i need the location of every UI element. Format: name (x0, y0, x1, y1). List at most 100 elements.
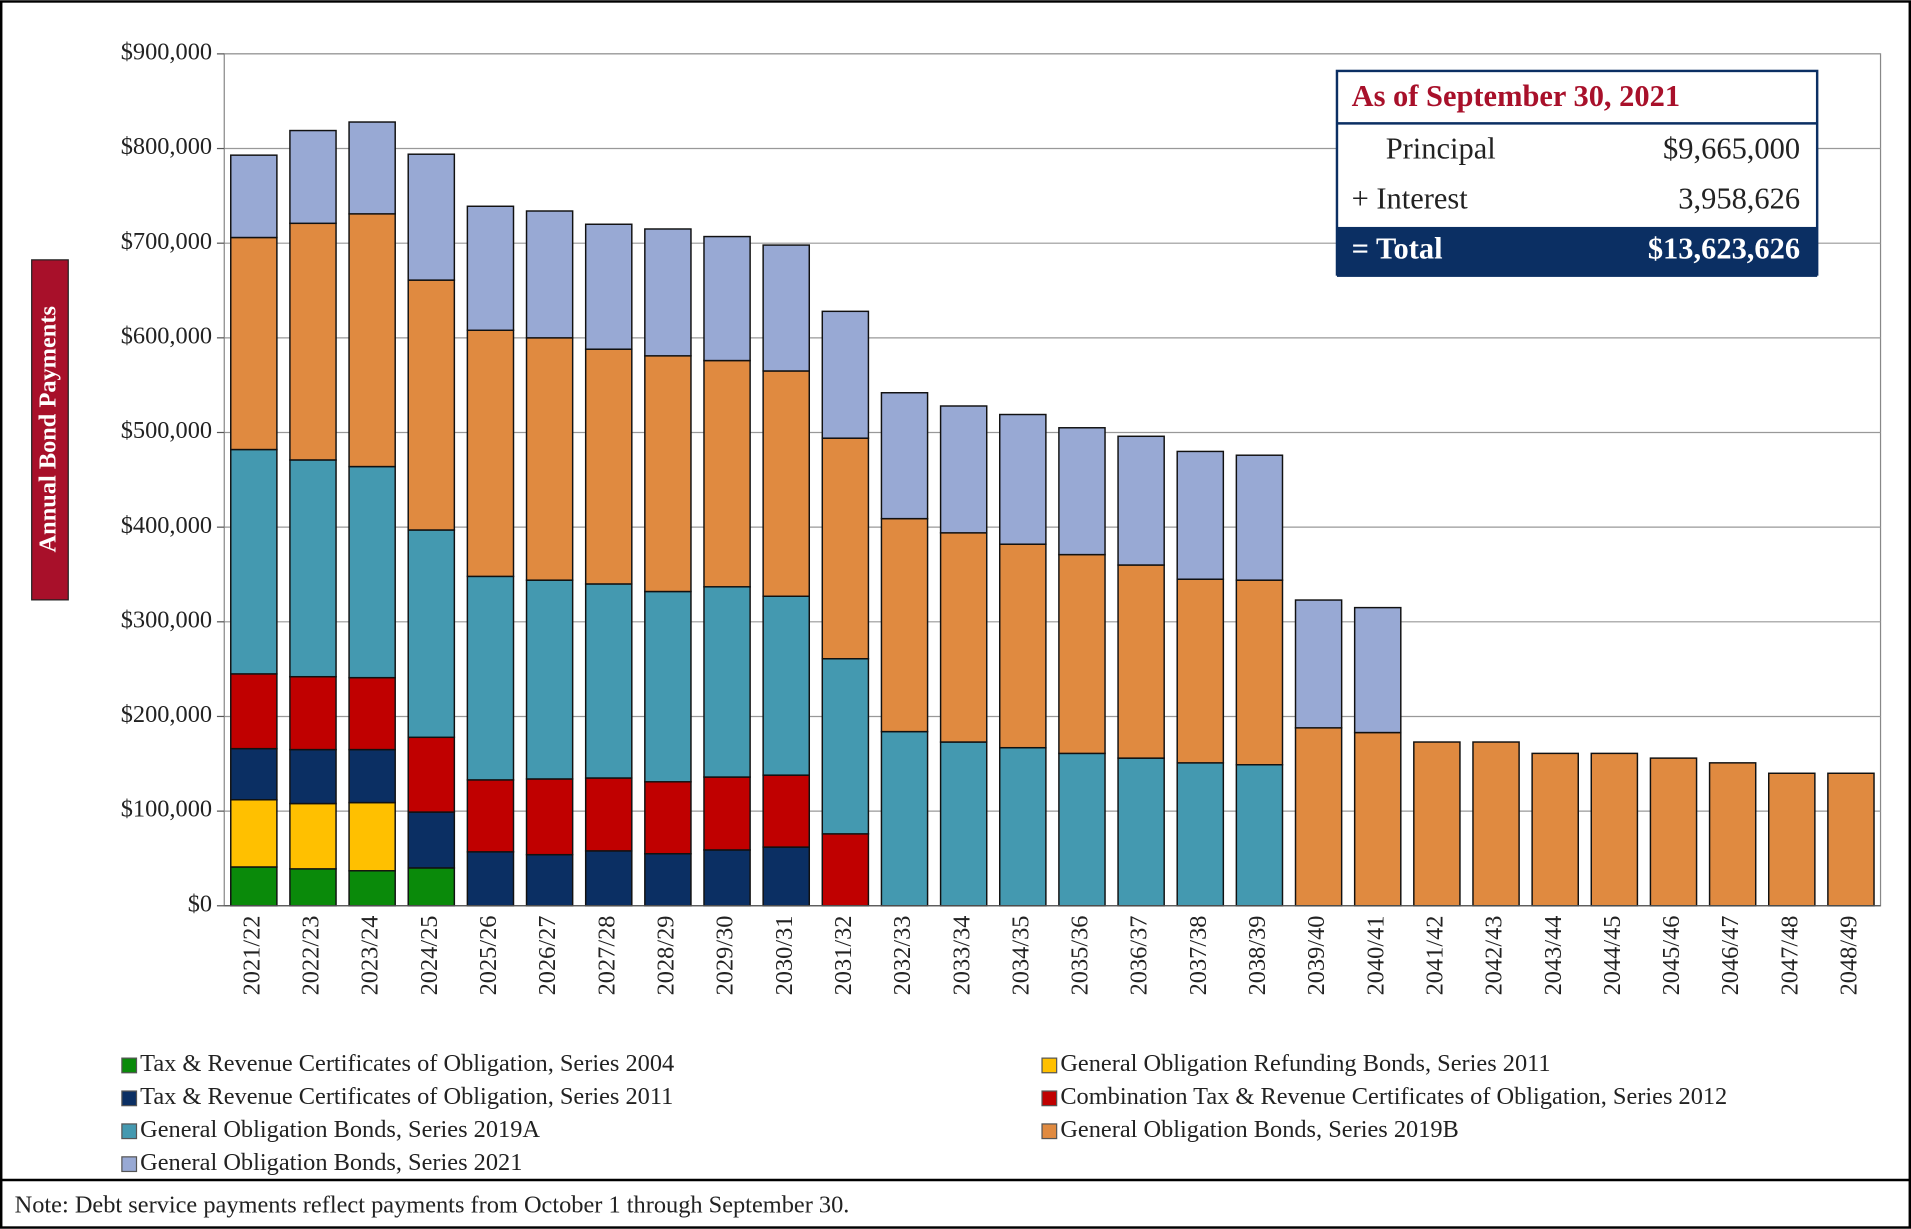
bar-segment (1649, 757, 1698, 907)
bar-segment (762, 595, 811, 776)
bar-segment (230, 236, 278, 451)
legend: Tax & Revenue Certificates of Obligation… (121, 1050, 1727, 1176)
bar-segment (1353, 731, 1402, 907)
bar-segment (289, 868, 337, 907)
x-tick-label: 2028/29 (652, 916, 679, 996)
summary-total-band (1336, 226, 1818, 277)
bar-segment (1472, 741, 1520, 907)
legend-label: General Obligation Bonds, Series 2019A (140, 1116, 540, 1143)
bar-segment (880, 517, 929, 733)
bar-segment (762, 244, 811, 372)
x-tick-label: 2023/24 (357, 916, 384, 996)
bar-segment (1531, 752, 1579, 907)
bar-segment (525, 579, 574, 780)
bar-segment (703, 235, 751, 362)
bar-segment (762, 370, 811, 597)
bar-segment (584, 583, 633, 779)
bar-segment (525, 337, 574, 581)
y-tick-label: $300,000 (121, 606, 212, 633)
bar-segment (1413, 741, 1461, 907)
bar-segment (525, 778, 574, 856)
bar-segment (348, 870, 396, 907)
bar-segment (407, 279, 456, 531)
x-tick-label: 2041/42 (1421, 916, 1448, 996)
bar-segment (407, 153, 456, 281)
x-tick-label: 2037/38 (1185, 916, 1212, 996)
x-tick-label: 2046/47 (1717, 916, 1744, 996)
bar-segment (821, 437, 870, 660)
bar-segment (1827, 772, 1875, 907)
legend-label: Tax & Revenue Certificates of Obligation… (140, 1083, 673, 1110)
bar-segment (1235, 579, 1284, 766)
x-tick-label: 2044/45 (1599, 916, 1626, 996)
x-tick-label: 2030/31 (771, 916, 798, 996)
bar-segment (466, 329, 515, 578)
bar-segment (880, 392, 929, 520)
bar-segment (939, 532, 988, 743)
x-tick-label: 2033/34 (948, 916, 975, 996)
bar-segment (939, 405, 988, 534)
legend-label: General Obligation Bonds, Series 2021 (140, 1149, 522, 1176)
bar-segment (289, 129, 337, 225)
x-tick-label: 2021/22 (238, 916, 265, 996)
bar-segment (584, 348, 633, 585)
legend-label: General Obligation Refunding Bonds, Seri… (1060, 1050, 1550, 1077)
bar-segment (289, 748, 337, 805)
y-tick-label: $200,000 (121, 701, 212, 728)
bar-segment (703, 776, 751, 851)
bar-segment (1590, 752, 1639, 907)
bar-segment (1235, 454, 1284, 581)
bar-segment (1294, 727, 1343, 907)
bar-segment (1176, 762, 1225, 907)
bar-segment (348, 748, 396, 804)
bar-segment (821, 657, 870, 835)
legend-swatch (1041, 1090, 1058, 1107)
x-tick-label: 2047/48 (1776, 916, 1803, 996)
bar-segment (348, 676, 396, 751)
bar-segment (644, 355, 692, 593)
bar-segment (1294, 599, 1343, 729)
y-tick-label: $700,000 (121, 228, 212, 255)
summary-title: As of September 30, 2021 (1352, 79, 1680, 113)
y-tick-label: $0 (188, 890, 212, 917)
bar-segment (644, 228, 692, 357)
bar-segment (1117, 757, 1165, 907)
x-tick-label: 2042/43 (1481, 916, 1508, 996)
y-tick-label: $800,000 (121, 133, 212, 160)
bar-segment (466, 575, 515, 781)
bar-segment (230, 866, 278, 907)
bar-segment (230, 448, 278, 675)
x-tick-label: 2031/32 (830, 916, 857, 996)
bar-segment (1058, 553, 1106, 755)
bar-segment (584, 223, 633, 350)
bar-segment (1058, 752, 1106, 907)
note: Note: Debt service payments reflect paym… (15, 1191, 850, 1218)
bar-segment (407, 867, 456, 907)
bar-segment (1117, 435, 1165, 566)
bar-segment (762, 846, 811, 907)
y-tick-label: $500,000 (121, 417, 212, 444)
bar-segment (466, 779, 515, 853)
legend-swatch (121, 1123, 138, 1140)
bar-segment (289, 675, 337, 751)
bar-segment (1708, 762, 1757, 907)
x-tick-label: 2039/40 (1303, 916, 1330, 996)
bar-segment (999, 746, 1047, 907)
bar-segment (821, 310, 870, 439)
legend-swatch (121, 1057, 138, 1074)
bar-segment (1117, 564, 1165, 759)
bar-segment (880, 730, 929, 907)
legend-swatch (121, 1090, 138, 1107)
plot: $0 $100,000 $200,000 $300,000 $400,000 $500,0… (121, 38, 1882, 996)
x-tick-label: 2040/41 (1362, 916, 1389, 996)
bar-segment (466, 851, 515, 907)
x-tick-label: 2022/23 (298, 916, 325, 996)
bar-segment (348, 801, 396, 872)
legend-swatch (1041, 1057, 1058, 1074)
summary-row-label: Principal (1386, 131, 1496, 165)
y-tick-label: $900,000 (121, 38, 212, 65)
summary-row-value: 3,958,626 (1678, 181, 1800, 215)
bar-segment (1176, 450, 1225, 580)
bar-segment (1058, 427, 1106, 556)
